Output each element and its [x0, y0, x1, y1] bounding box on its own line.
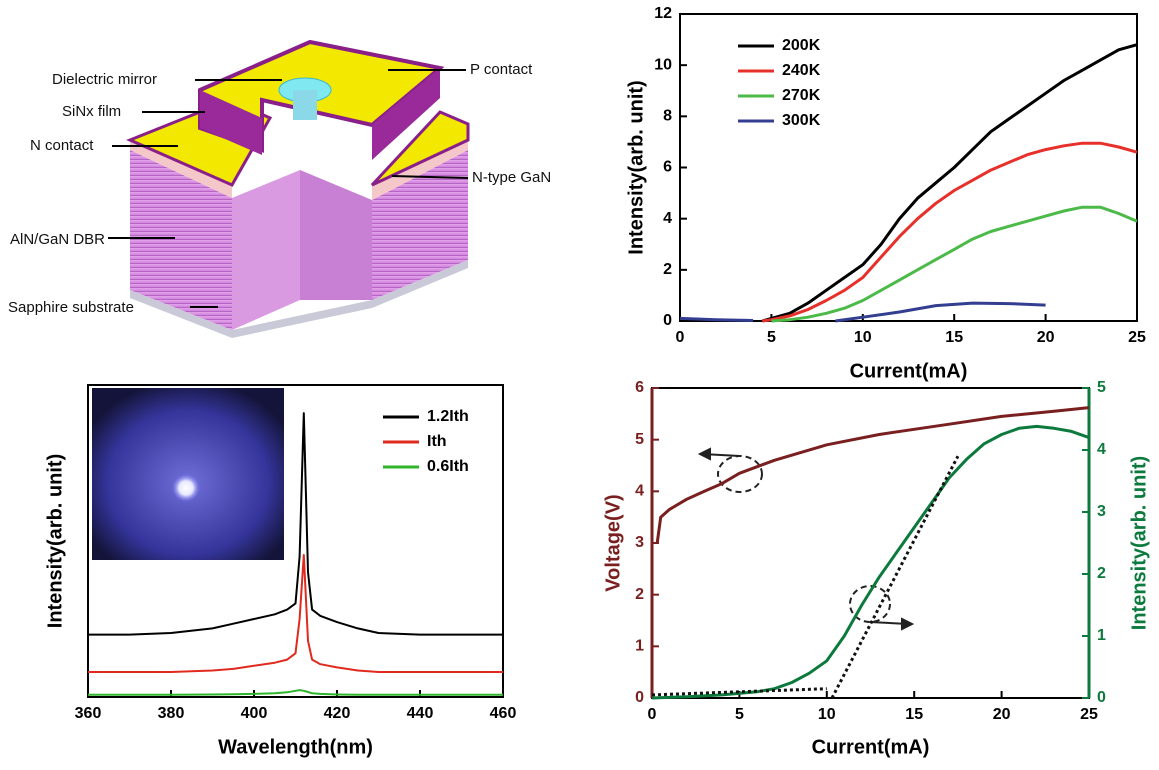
x-tick-label: 460	[490, 705, 517, 722]
y-tick-label: 8	[663, 108, 672, 125]
y-tick-label: 6	[663, 159, 672, 176]
y-axis-label: Intensity(arb. unit)	[44, 454, 66, 628]
y-axis-label: Intensity(arb. unit)	[625, 80, 647, 254]
x-tick-label: 15	[945, 329, 963, 346]
series-line	[652, 426, 1089, 698]
x-axis-label: Current(mA)	[850, 360, 968, 382]
y-tick-label: 4	[663, 210, 672, 227]
diagram-label: N contact	[30, 137, 94, 154]
y-tick-label: 12	[654, 5, 672, 22]
plot-frame	[652, 388, 1089, 698]
y-tick-label: 0	[663, 312, 672, 329]
legend-label: 300K	[782, 112, 821, 129]
x-tick-label: 0	[648, 706, 657, 723]
lasing-spot	[172, 474, 200, 502]
y2-tick-label: 1	[1097, 627, 1106, 644]
legend-label: 0.6Ith	[427, 458, 469, 475]
y-tick-label: 0	[635, 689, 644, 706]
inset-background	[92, 388, 284, 560]
x-tick-label: 10	[818, 706, 836, 723]
legend-label: 240K	[782, 62, 821, 79]
diagram-label: Sapphire substrate	[8, 299, 134, 316]
arrow-head	[902, 619, 912, 629]
y-tick-label: 4	[635, 483, 644, 500]
diagram-label: P contact	[470, 61, 533, 78]
legend-label: 270K	[782, 87, 821, 104]
y2-tick-label: 3	[1097, 503, 1106, 520]
x-tick-label: 15	[905, 706, 923, 723]
x-tick-label: 5	[735, 706, 744, 723]
legend-label: 1.2Ith	[427, 408, 469, 425]
x-axis-label: Current(mA)	[812, 736, 930, 758]
arrow-head	[700, 449, 710, 459]
diagram-label: AlN/GaN DBR	[10, 231, 105, 248]
x-tick-label: 360	[75, 705, 102, 722]
y-tick-label: 10	[654, 56, 672, 73]
x-tick-label: 420	[324, 705, 351, 722]
y-tick-label: 3	[635, 534, 644, 551]
y-axis-label: Voltage(V)	[602, 494, 624, 591]
device-diagram: Dielectric mirror P contact SiNx film N …	[8, 42, 551, 338]
x-tick-label: 20	[1037, 329, 1055, 346]
x-tick-label: 20	[993, 706, 1011, 723]
legend-label: 200K	[782, 37, 821, 54]
dbr-notch-face-2	[300, 170, 372, 300]
x-tick-label: 380	[158, 705, 185, 722]
x-tick-label: 25	[1080, 706, 1098, 723]
diagram-label: SiNx film	[62, 103, 121, 120]
annotations	[700, 449, 912, 629]
x-tick-label: 400	[241, 705, 268, 722]
inset-photo	[92, 388, 284, 560]
x-axis-label: Wavelength(nm)	[218, 736, 373, 758]
dbr-notch-face	[232, 170, 300, 330]
diagram-label: Dielectric mirror	[52, 71, 157, 88]
legend-label: Ith	[427, 433, 447, 450]
y-tick-label: 2	[635, 586, 644, 603]
series-line	[88, 690, 503, 695]
y-tick-label: 6	[635, 379, 644, 396]
y2-tick-label: 4	[1097, 441, 1106, 458]
series-line	[680, 303, 1046, 321]
y-tick-label: 5	[635, 431, 644, 448]
y-tick-label: 2	[663, 261, 672, 278]
y2-tick-label: 0	[1097, 689, 1106, 706]
diagram-label: N-type GaN	[472, 169, 551, 186]
series-line	[762, 45, 1137, 321]
x-tick-label: 440	[407, 705, 434, 722]
mirror-stem	[293, 90, 317, 120]
y2-tick-label: 5	[1097, 379, 1106, 396]
figure: Dielectric mirror P contact SiNx film N …	[0, 0, 1159, 765]
y2-tick-label: 2	[1097, 565, 1106, 582]
y-tick-label: 1	[635, 638, 644, 655]
x-tick-label: 10	[854, 329, 872, 346]
series-line	[88, 555, 503, 672]
x-tick-label: 5	[767, 329, 776, 346]
x-tick-label: 25	[1128, 329, 1146, 346]
x-tick-label: 0	[676, 329, 685, 346]
y2-axis-label: Intensity(arb. unit)	[1128, 456, 1150, 630]
